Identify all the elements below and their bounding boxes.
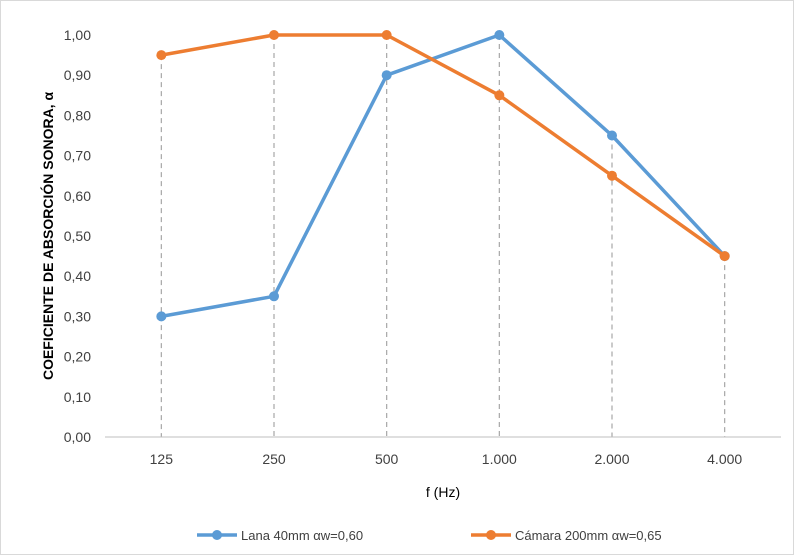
y-tick-label: 0,10 <box>64 389 91 405</box>
y-tick-label: 0,70 <box>64 148 91 164</box>
x-axis-title: f (Hz) <box>426 484 460 500</box>
y-tick-label: 0,40 <box>64 268 91 284</box>
data-point <box>719 251 730 262</box>
legend-item: Cámara 200mm αw=0,65 <box>471 528 662 543</box>
data-point <box>156 50 167 61</box>
x-tick-label: 2.000 <box>594 451 629 467</box>
legend: Lana 40mm αw=0,60 Cámara 200mm αw=0,65 <box>197 528 662 543</box>
x-tick-label: 4.000 <box>707 451 742 467</box>
data-point <box>494 90 505 101</box>
x-tick-label: 125 <box>150 451 174 467</box>
y-tick-label: 0,60 <box>64 188 91 204</box>
data-point <box>381 30 392 40</box>
y-tick-label: 1,00 <box>64 27 91 43</box>
series-2 <box>156 30 730 262</box>
drop-lines <box>160 35 726 437</box>
data-point <box>269 291 279 302</box>
data-point <box>269 30 279 40</box>
data-point <box>156 311 167 322</box>
series-1 <box>156 30 730 322</box>
legend-item: Lana 40mm αw=0,60 <box>197 528 363 543</box>
series-line <box>159 33 727 319</box>
x-tick-label: 250 <box>262 451 286 467</box>
legend-label: Cámara 200mm αw=0,65 <box>515 528 662 543</box>
x-tick-label: 500 <box>375 451 399 467</box>
data-point <box>607 170 617 181</box>
y-tick-label: 0,50 <box>64 228 91 244</box>
x-tick-label: 1.000 <box>482 451 517 467</box>
y-tick-label: 0,80 <box>64 107 91 123</box>
y-axis-title: COEFICIENTE DE ABSORCIÓN SONORA, α <box>39 92 56 381</box>
y-tick-label: 0,90 <box>64 67 91 83</box>
y-tick-label: 0,00 <box>64 429 91 445</box>
series-line <box>159 33 727 258</box>
legend-swatch-marker <box>212 530 222 540</box>
series-layer <box>156 30 730 322</box>
x-axis-ticks: 125 250 500 1.000 2.000 4.000 <box>150 451 743 467</box>
legend-swatch-marker <box>486 530 496 540</box>
y-axis-ticks: 0,00 0,10 0,20 0,30 0,40 0,50 0,60 0,70 0,80 0,90… <box>64 27 91 445</box>
data-point <box>381 70 392 81</box>
y-tick-label: 0,20 <box>64 349 91 365</box>
y-tick-label: 0,30 <box>64 308 91 324</box>
data-point <box>494 30 505 40</box>
legend-label: Lana 40mm αw=0,60 <box>241 528 363 543</box>
data-point <box>607 130 617 141</box>
